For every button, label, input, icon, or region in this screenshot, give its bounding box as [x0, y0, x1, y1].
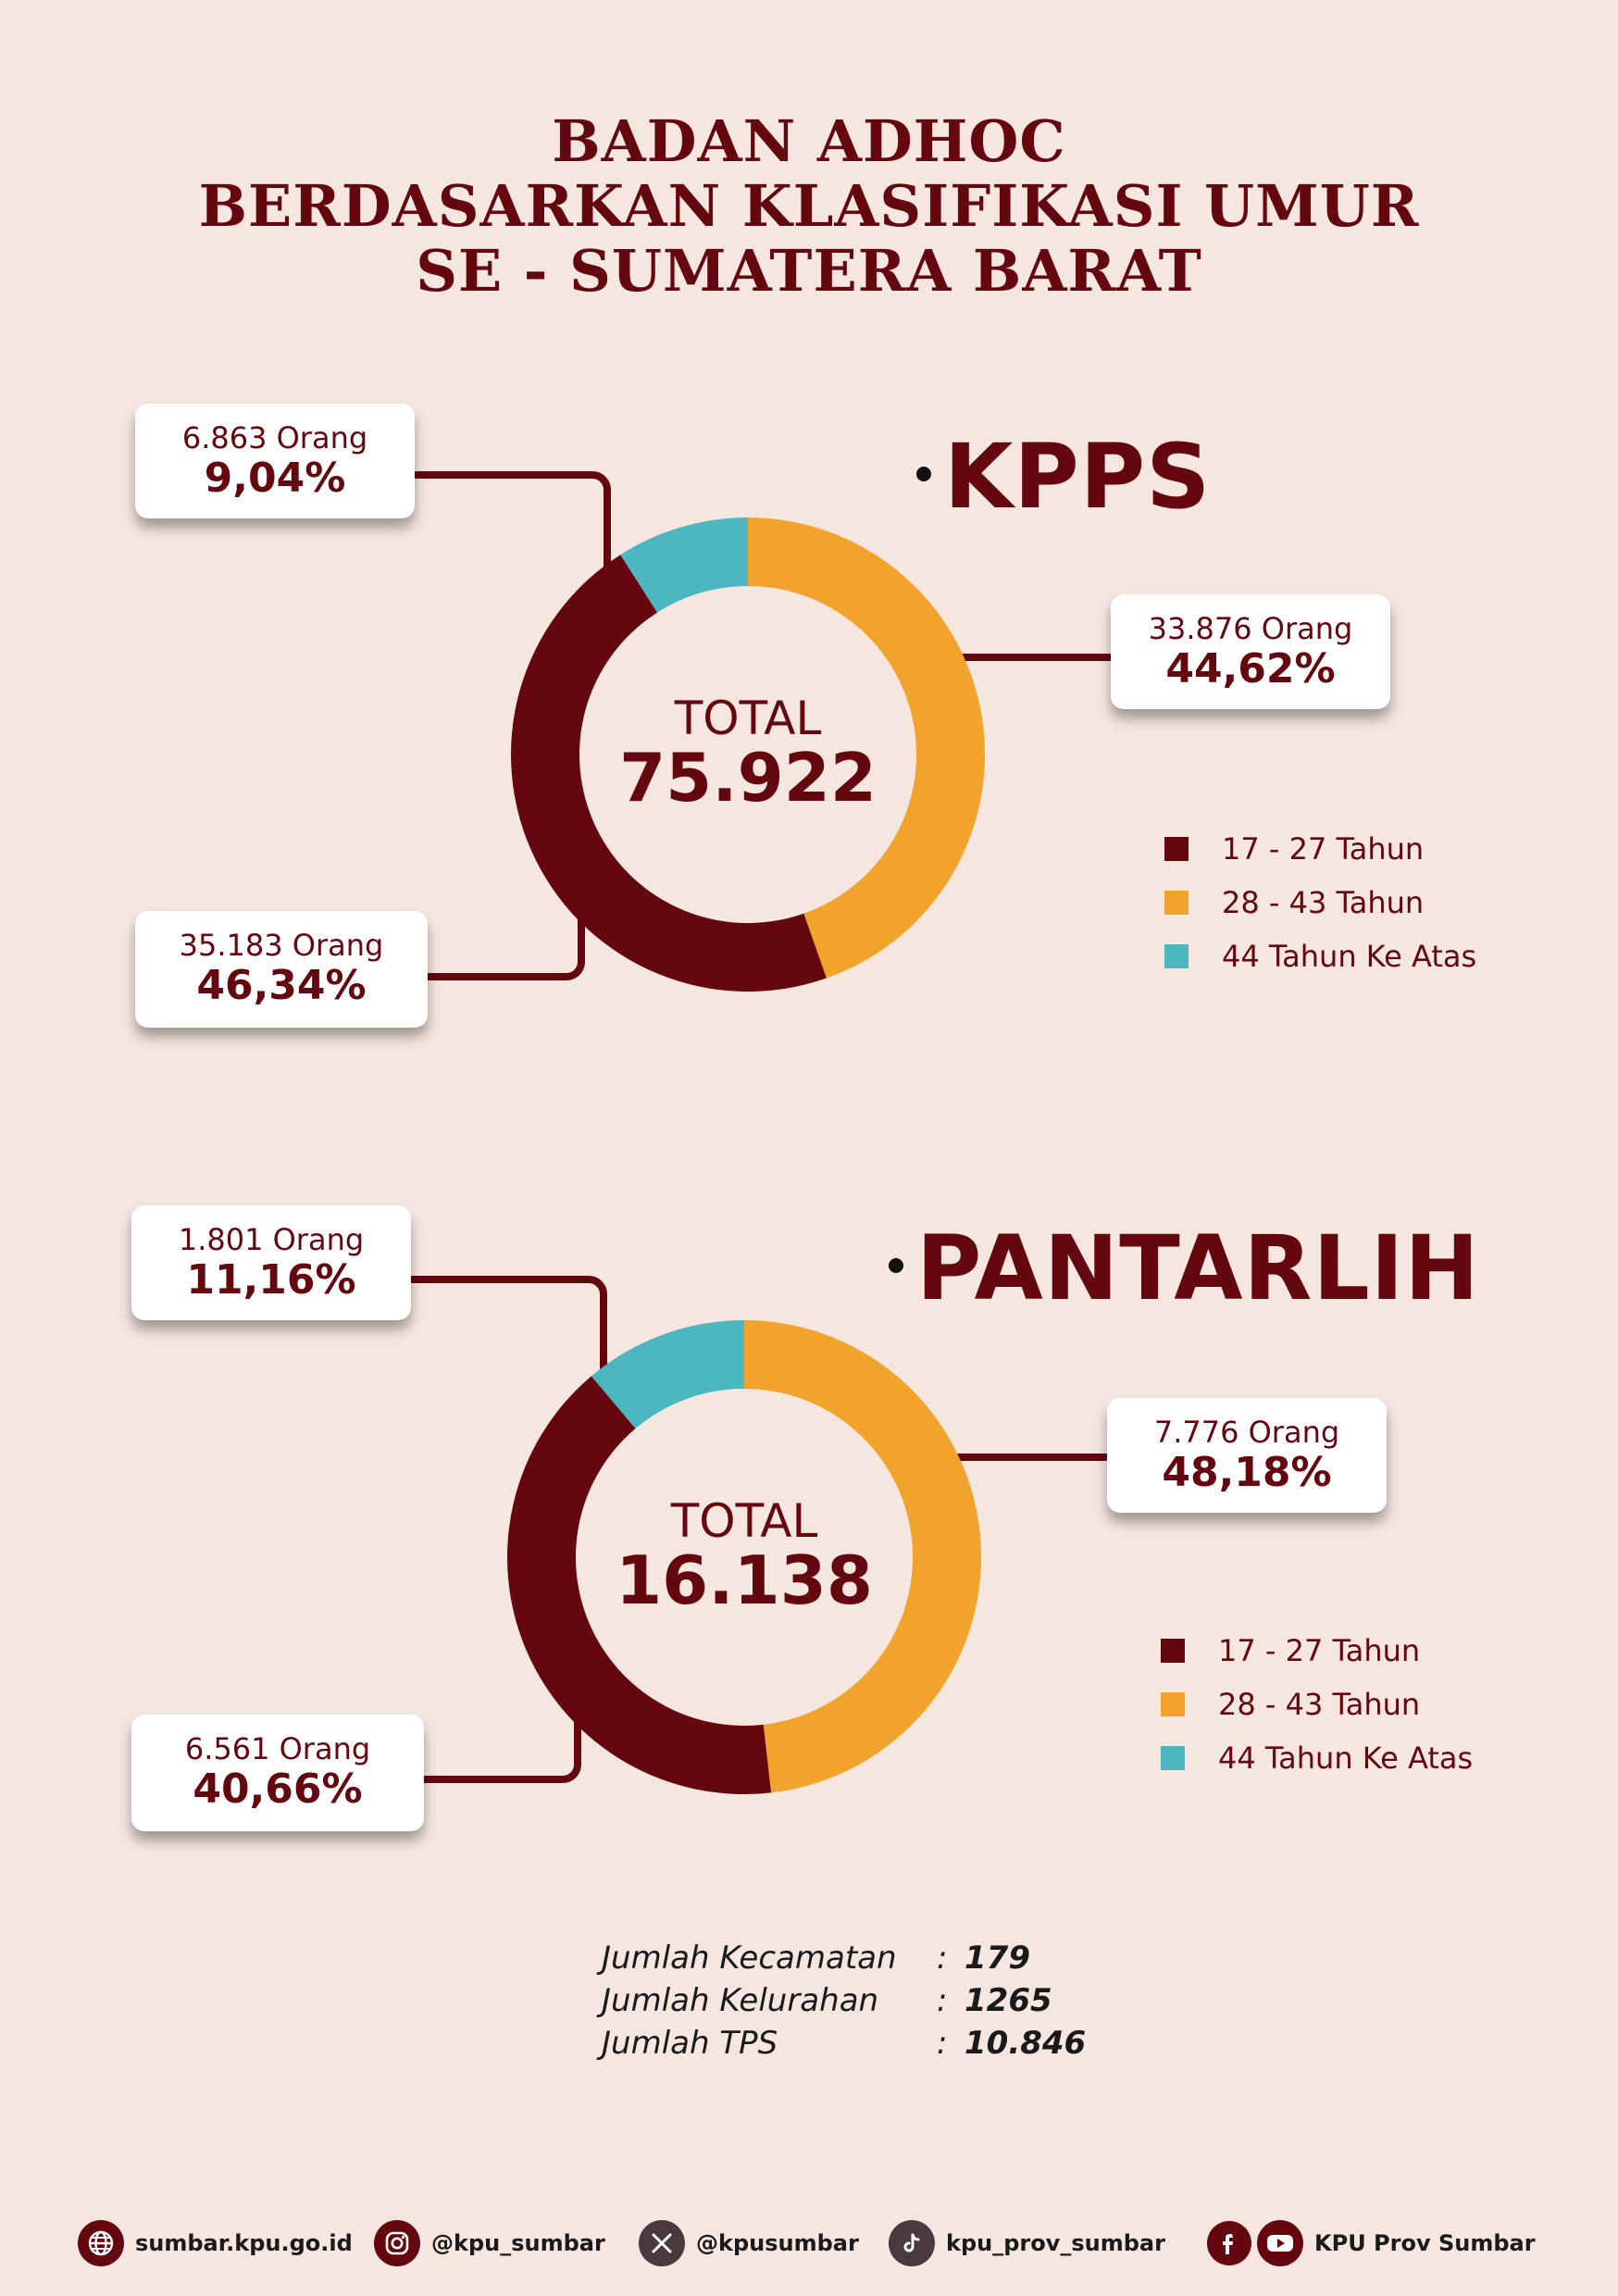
legend-item: 17 - 27 Tahun [1164, 822, 1476, 876]
legend-label: 44 Tahun Ke Atas [1222, 939, 1477, 974]
callout-count: 7.776 Orang [1153, 1415, 1340, 1450]
legend-item: 44 Tahun Ke Atas [1161, 1731, 1473, 1785]
callout-count: 33.876 Orang [1148, 611, 1353, 646]
legend-swatch [1161, 1746, 1185, 1770]
summary-value: 179 [965, 1940, 1030, 1977]
callout-percent: 11,16% [186, 1256, 356, 1304]
pantarlih-callout-28-43: 7.776 Orang 48,18% [1107, 1398, 1387, 1513]
donut-slice [748, 518, 985, 979]
footer-x[interactable]: @kpusumbar [639, 2220, 859, 2266]
donut-center-label: TOTAL [674, 692, 822, 745]
pantarlih-callout-44-up: 1.801 Orang 11,16% [131, 1205, 411, 1320]
donut-slice [744, 1320, 981, 1793]
tiktok-text: kpu_prov_sumbar [946, 2230, 1165, 2256]
kpps-title: KPPS [944, 425, 1212, 529]
donut-slice [510, 555, 827, 992]
legend-swatch [1164, 944, 1189, 968]
globe-icon [78, 2220, 124, 2266]
callout-percent: 40,66% [193, 1766, 363, 1813]
kpps-legend: 17 - 27 Tahun 28 - 43 Tahun 44 Tahun Ke … [1164, 822, 1476, 983]
footer-tiktok[interactable]: kpu_prov_sumbar [889, 2220, 1165, 2266]
summary-row: Jumlah TPS : 10.846 [602, 2022, 1086, 2065]
footer-instagram[interactable]: @kpu_sumbar [374, 2220, 605, 2266]
legend-label: 17 - 27 Tahun [1218, 1633, 1421, 1668]
callout-percent: 48,18% [1162, 1449, 1332, 1496]
x-text: @kpusumbar [696, 2230, 859, 2256]
donut-slice [591, 1320, 744, 1429]
kpps-heading: KPPS [916, 430, 1211, 523]
donut-total-value: 75.922 [619, 739, 877, 817]
legend-label: 28 - 43 Tahun [1218, 1687, 1421, 1722]
callout-percent: 44,62% [1165, 645, 1336, 693]
legend-item: 17 - 27 Tahun [1161, 1624, 1473, 1678]
pantarlih-title: PANTARLIH [916, 1217, 1480, 1320]
donut-slice [507, 1376, 772, 1794]
summary-value: 10.846 [965, 2025, 1087, 2062]
facebook-icon [1207, 2221, 1251, 2265]
legend-label: 44 Tahun Ke Atas [1218, 1741, 1474, 1776]
footer: sumbar.kpu.go.id @kpu_sumbar @kpusumbar … [0, 2216, 1618, 2272]
donut-center-label: TOTAL [670, 1494, 818, 1548]
pantarlih-heading: PANTARLIH [889, 1222, 1480, 1315]
legend-swatch [1164, 891, 1189, 915]
footer-facebook-youtube[interactable]: KPU Prov Sumbar [1207, 2220, 1536, 2266]
legend-item: 28 - 43 Tahun [1161, 1678, 1473, 1731]
tiktok-icon [889, 2220, 935, 2266]
legend-swatch [1161, 1639, 1185, 1663]
title-line-3: SE - SUMATERA BARAT [416, 237, 1202, 305]
pantarlih-legend: 17 - 27 Tahun 28 - 43 Tahun 44 Tahun Ke … [1161, 1624, 1473, 1785]
summary-separator: : [937, 1982, 948, 2019]
kpps-callout-28-43: 33.876 Orang 44,62% [1111, 594, 1390, 709]
summary-separator: : [937, 2025, 948, 2062]
page-title: BADAN ADHOC BERDASARKAN KLASIFIKASI UMUR… [0, 109, 1618, 304]
donut-total-value: 16.138 [616, 1541, 873, 1619]
legend-label: 28 - 43 Tahun [1222, 885, 1425, 920]
bullet-icon [889, 1257, 903, 1273]
summary-row: Jumlah Kecamatan : 179 [602, 1937, 1086, 1979]
summary-value: 1265 [965, 1982, 1052, 2019]
kpps-callout-44-up: 6.863 Orang 9,04% [135, 404, 415, 518]
legend-swatch [1164, 837, 1189, 861]
callout-count: 6.561 Orang [184, 1731, 371, 1766]
bullet-icon [916, 466, 931, 481]
callout-count: 6.863 Orang [181, 420, 368, 455]
summary-label: Jumlah Kecamatan [602, 1940, 897, 1977]
donut-slice [620, 518, 748, 613]
summary-separator: : [937, 1940, 948, 1977]
instagram-text: @kpu_sumbar [431, 2230, 605, 2256]
callout-count: 1.801 Orang [178, 1222, 365, 1257]
summary-row: Jumlah Kelurahan : 1265 [602, 1979, 1086, 2022]
callout-count: 35.183 Orang [179, 928, 384, 963]
legend-item: 28 - 43 Tahun [1164, 876, 1476, 930]
youtube-icon [1257, 2220, 1303, 2266]
x-icon [639, 2220, 685, 2266]
facebook-youtube-text: KPU Prov Sumbar [1314, 2230, 1536, 2256]
legend-item: 44 Tahun Ke Atas [1164, 930, 1476, 983]
summary-label: Jumlah TPS [602, 2025, 778, 2062]
callout-percent: 46,34% [196, 962, 367, 1009]
title-line-2: BERDASARKAN KLASIFIKASI UMUR [198, 172, 1420, 240]
footer-website[interactable]: sumbar.kpu.go.id [78, 2220, 353, 2266]
title-line-1: BADAN ADHOC [552, 107, 1066, 175]
callout-percent: 9,04% [204, 455, 346, 502]
summary-block: Jumlah Kecamatan : 179 Jumlah Kelurahan … [602, 1937, 1086, 2065]
instagram-icon [374, 2220, 420, 2266]
website-text: sumbar.kpu.go.id [135, 2230, 353, 2256]
summary-label: Jumlah Kelurahan [602, 1982, 879, 2019]
legend-label: 17 - 27 Tahun [1222, 831, 1425, 867]
kpps-callout-17-27: 35.183 Orang 46,34% [135, 911, 428, 1028]
pantarlih-callout-17-27: 6.561 Orang 40,66% [131, 1715, 424, 1831]
legend-swatch [1161, 1692, 1185, 1716]
